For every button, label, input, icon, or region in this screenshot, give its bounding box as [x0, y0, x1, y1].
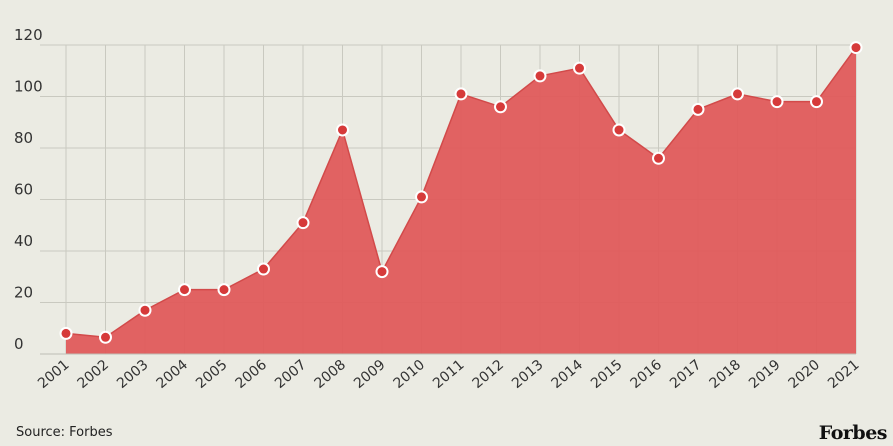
x-tick-label: 2015	[588, 357, 626, 392]
x-tick-label: 2017	[667, 357, 705, 392]
data-point-2021	[849, 41, 863, 55]
x-tick-label: 2003	[114, 357, 152, 392]
y-tick-label: 80	[14, 129, 33, 147]
x-tick-label: 2001	[35, 357, 73, 392]
data-point-2016	[652, 151, 665, 165]
data-point-2004	[178, 283, 191, 297]
data-point-2007	[296, 216, 310, 230]
x-tick-label: 2019	[746, 357, 784, 392]
data-point-2014	[573, 61, 586, 75]
data-point-2008	[336, 123, 349, 137]
x-tick-label: 2006	[232, 357, 270, 392]
y-axis: 0 20 40 60 80 100 120	[14, 26, 43, 353]
data-point-2020	[810, 95, 823, 109]
data-point-2003	[138, 303, 152, 317]
x-tick-label: 2020	[785, 357, 823, 392]
x-tick-label: 2011	[430, 357, 468, 392]
x-tick-label: 2018	[706, 357, 744, 392]
data-point-2011	[454, 87, 468, 101]
data-point-2001	[59, 326, 73, 340]
data-point-2017	[691, 102, 705, 116]
x-tick-label: 2012	[469, 357, 507, 392]
x-tick-label: 2008	[311, 357, 349, 392]
x-tick-label: 2021	[825, 357, 863, 392]
y-tick-label: 100	[14, 78, 43, 96]
x-tick-label: 2005	[193, 357, 231, 392]
x-tick-label: 2013	[509, 357, 547, 392]
data-point-2012	[494, 100, 507, 114]
x-tick-label: 2014	[548, 357, 586, 392]
forbes-logo: Forbes	[818, 422, 888, 444]
y-tick-label: 20	[14, 284, 33, 302]
data-point-2010	[415, 190, 428, 204]
source-note: Source: Forbes	[16, 425, 113, 440]
y-tick-label: 40	[14, 232, 33, 250]
y-tick-label: 120	[14, 26, 43, 44]
data-point-2018	[731, 87, 744, 101]
x-tick-label: 2004	[153, 357, 191, 392]
data-points	[59, 41, 863, 344]
data-point-2005	[217, 283, 231, 297]
data-point-2009	[375, 265, 389, 279]
y-tick-label: 60	[14, 181, 33, 199]
x-tick-label: 2002	[74, 357, 112, 392]
x-tick-label: 2010	[390, 357, 428, 392]
x-tick-label: 2016	[627, 357, 665, 392]
data-point-2019	[770, 95, 784, 109]
area-fill	[66, 47, 856, 354]
y-tick-label: 0	[14, 335, 24, 353]
x-axis: 2001 2002 2003 2004 2005 2006 2007 2008 2009 2010…	[35, 357, 863, 392]
x-tick-label: 2009	[351, 357, 389, 392]
data-point-2006	[257, 262, 270, 276]
data-point-2013	[533, 69, 547, 83]
data-point-2002	[99, 330, 112, 344]
data-point-2015	[612, 123, 626, 137]
x-tick-label: 2007	[272, 357, 310, 392]
